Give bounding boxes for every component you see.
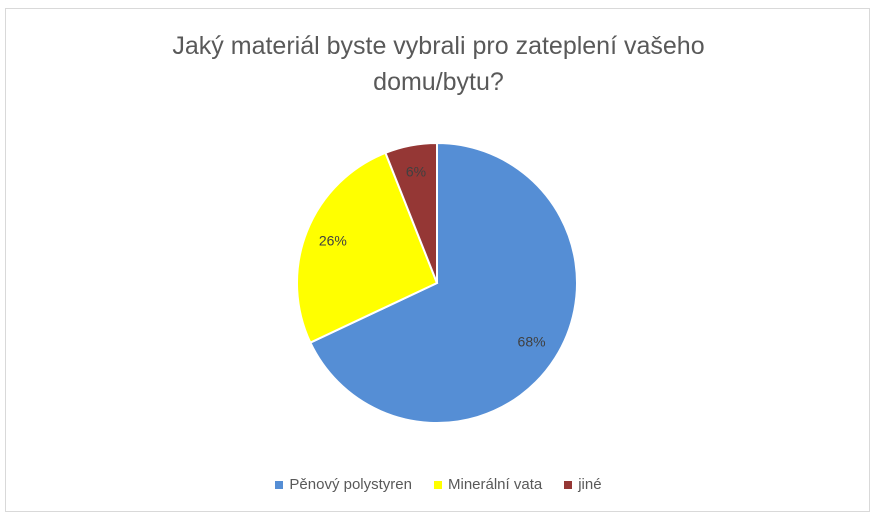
legend-label: Pěnový polystyren [289,476,412,493]
legend-label: Minerální vata [448,476,543,493]
data-label: 68% [518,334,546,350]
legend-item: Pěnový polystyren [275,476,412,493]
pie-slice [384,141,438,284]
legend-swatch [275,480,284,489]
data-label: 26% [319,232,347,248]
legend-item: jiné [564,476,602,493]
legend-swatch [564,480,573,489]
chart-frame [5,8,870,512]
legend: Pěnový polystyren Minerální vata jiné [0,476,877,493]
data-label: 6% [406,164,426,180]
pie-slice [296,151,439,344]
chart-title: Jaký materiál byste vybrali pro zateplen… [172,32,705,96]
legend-item: Minerální vata [434,476,542,493]
legend-label: jiné [578,476,602,493]
legend-swatch [434,480,442,489]
pie-slice [308,141,578,424]
